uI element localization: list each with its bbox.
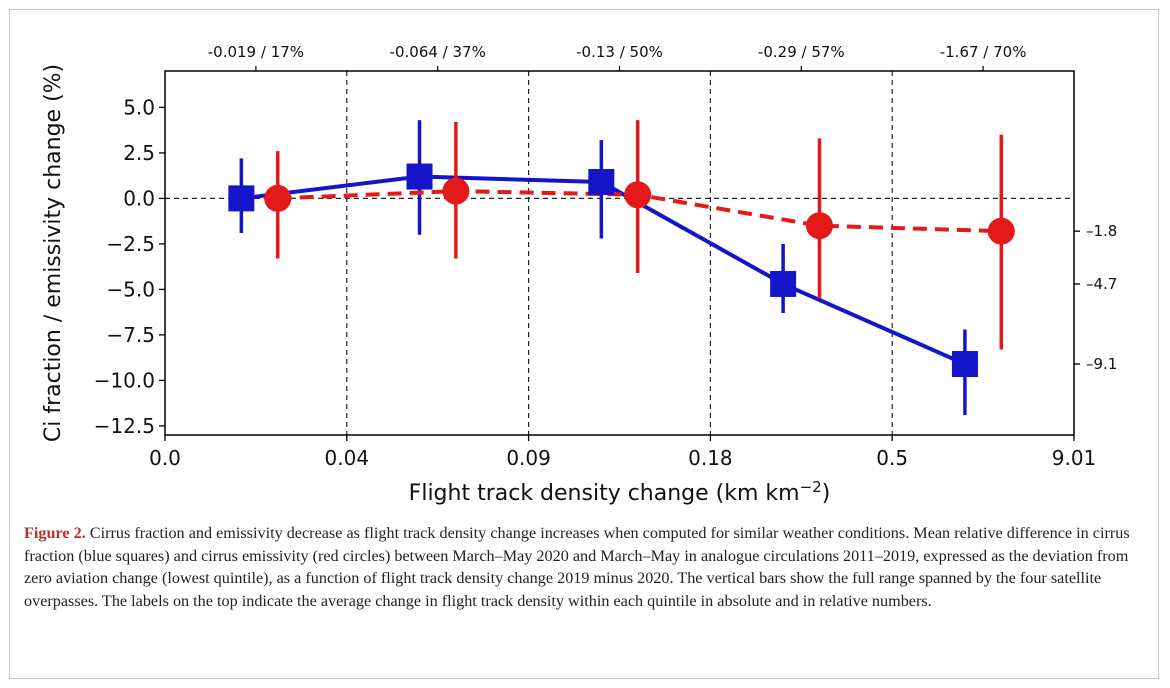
- right-value-label: –9.1: [1086, 355, 1117, 373]
- plot-area-frame: [164, 70, 1075, 436]
- x-tick-label: 0.5: [876, 446, 908, 470]
- y-axis-title: Ci fraction / emissivity change (%): [41, 64, 66, 442]
- top-quintile-label: -0.29 / 57%: [758, 43, 845, 61]
- x-axis-title-superscript: −2: [800, 478, 822, 496]
- fraction-square-marker: [770, 270, 797, 297]
- y-tick-label: −10.0: [94, 368, 155, 392]
- figure-frame: [9, 9, 1159, 679]
- emissivity-circle-marker: [264, 184, 292, 212]
- x-tick-label: 0.0: [149, 446, 181, 470]
- emissivity-circle-marker: [624, 181, 652, 209]
- right-value-label: –4.7: [1086, 275, 1117, 293]
- emissivity-circle-marker: [805, 212, 833, 240]
- fraction-series-line: [241, 174, 966, 366]
- y-tick-label: −5.0: [106, 277, 155, 301]
- fraction-square-marker: [406, 163, 433, 190]
- top-quintile-label: -0.064 / 37%: [390, 43, 486, 61]
- series-layer: [228, 120, 1015, 415]
- label-layer: 0.0 0.04 0.09 0.18 0.5 9.01 5.0 2.5 0.0 −2.5 −5.0 −…: [94, 43, 1118, 470]
- fraction-square-marker: [951, 351, 978, 378]
- top-quintile-label: -1.67 / 70%: [940, 43, 1027, 61]
- top-quintile-label: -0.13 / 50%: [576, 43, 663, 61]
- y-tick-label: −2.5: [106, 232, 155, 256]
- caption-text: Cirrus fraction and emissivity decrease …: [24, 524, 1130, 610]
- x-tick-label: 0.18: [688, 446, 733, 470]
- caption-label: Figure 2.: [24, 524, 86, 542]
- fraction-square-marker: [228, 185, 255, 212]
- top-quintile-label: -0.019 / 17%: [208, 43, 304, 61]
- chart: 0.0 0.04 0.09 0.18 0.5 9.01 5.0 2.5 0.0 −2.5 −5.0 −…: [41, 43, 1118, 506]
- x-tick-label: 0.09: [506, 446, 551, 470]
- y-tick-label: −7.5: [106, 323, 155, 347]
- y-tick-label: −12.5: [94, 414, 155, 438]
- x-axis-title: Flight track density change (km km−2): [409, 478, 831, 506]
- x-tick-label: 9.01: [1052, 446, 1097, 470]
- x-axis-title-main: Flight track density change (km km: [409, 481, 800, 506]
- grid-layer: [165, 71, 1074, 435]
- fraction-square-marker: [588, 169, 615, 196]
- right-value-label: –1.8: [1086, 222, 1117, 240]
- figure-caption: Figure 2. Cirrus fraction and emissivity…: [24, 522, 1146, 612]
- x-axis-title-end: ): [822, 481, 831, 506]
- emissivity-circle-marker: [442, 177, 470, 205]
- y-tick-label: 5.0: [123, 95, 155, 119]
- emissivity-circle-marker: [987, 217, 1015, 245]
- y-tick-label: 0.0: [123, 186, 155, 210]
- y-tick-label: 2.5: [123, 141, 155, 165]
- x-tick-label: 0.04: [325, 446, 370, 470]
